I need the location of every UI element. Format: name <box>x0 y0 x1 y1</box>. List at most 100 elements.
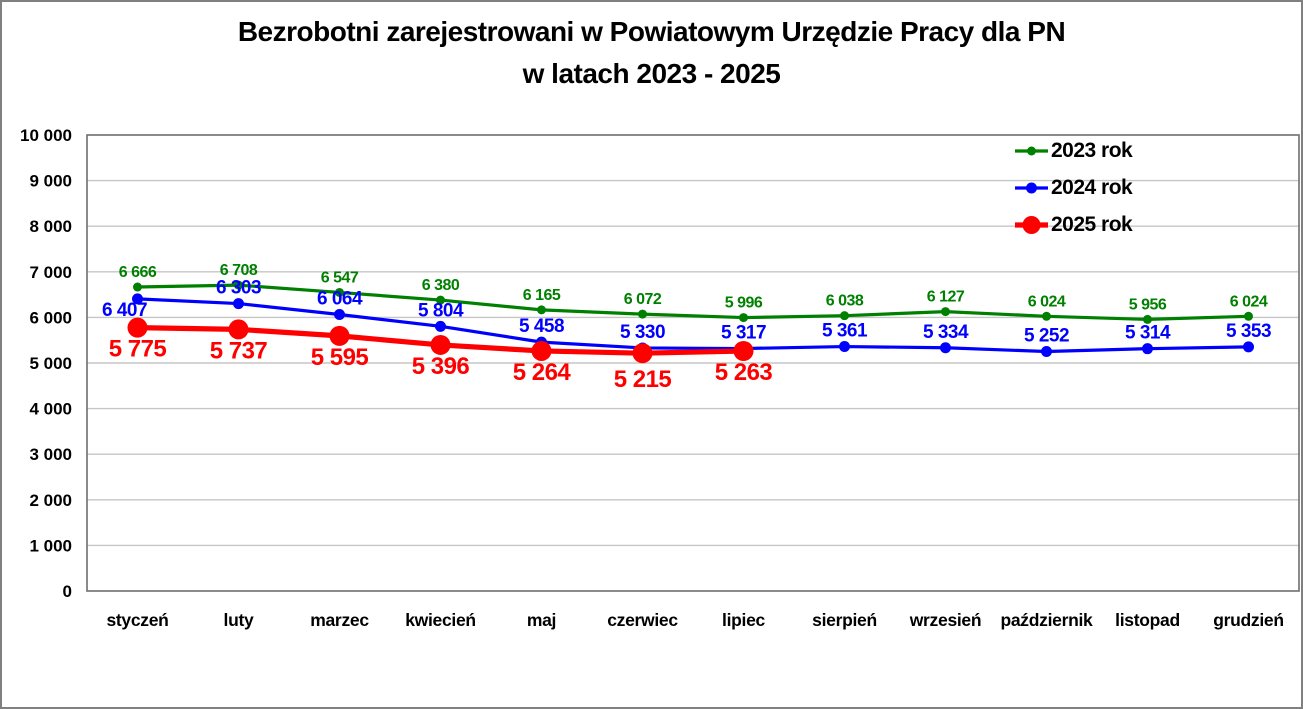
data-label-2023-rok: 6 127 <box>927 289 965 306</box>
data-label-2023-rok: 6 072 <box>624 291 662 308</box>
data-label-2023-rok: 6 380 <box>422 277 460 294</box>
x-axis-label: lipiec <box>722 610 766 630</box>
data-label-2025-rok: 5 396 <box>412 353 470 380</box>
data-label-2025-rok: 5 215 <box>614 366 672 393</box>
data-point-2023-rok <box>133 282 142 292</box>
series-line-2024-rok <box>137 297 1249 354</box>
data-point-2023-rok <box>638 309 647 319</box>
data-point-2023-rok <box>1042 311 1051 321</box>
legend-marker-2023-icon <box>1015 146 1048 155</box>
data-label-2023-rok: 6 547 <box>321 269 359 286</box>
data-point-2023-rok <box>739 313 748 323</box>
data-point-2024-rok <box>940 342 951 354</box>
data-label-2024-rok: 5 314 <box>1125 323 1171 344</box>
data-label-2023-rok: 5 956 <box>1129 296 1167 313</box>
data-point-2024-rok <box>1243 341 1254 353</box>
data-label-2023-rok: 6 666 <box>119 264 157 281</box>
data-label-2023-rok: 6 165 <box>523 287 561 304</box>
y-axis-label: 6 000 <box>29 308 72 327</box>
data-label-2024-rok: 6 407 <box>102 300 147 321</box>
data-label-2025-rok: 5 264 <box>513 359 572 386</box>
data-point-2024-rok <box>334 308 345 320</box>
data-label-2025-rok: 5 737 <box>210 337 268 364</box>
legend-item-2024: 2024 rok <box>1014 169 1133 206</box>
data-point-2023-rok <box>537 305 546 315</box>
data-label-2024-rok: 5 361 <box>822 321 868 342</box>
data-point-2024-rok <box>435 320 446 332</box>
data-point-2024-rok <box>839 341 850 353</box>
chart-legend: 2023 rok 2024 rok 2025 rok <box>1014 132 1133 243</box>
legend-item-2025: 2025 rok <box>1014 206 1133 243</box>
data-label-2025-rok: 5 263 <box>715 359 773 386</box>
chart-title-line1: Bezrobotni zarejestrowani w Powiatowym U… <box>237 16 1066 47</box>
data-point-2024-rok <box>233 298 244 310</box>
x-axis-label: październik <box>1000 610 1093 630</box>
data-point-2025-rok <box>430 334 451 355</box>
x-axis-label: listopad <box>1115 610 1180 630</box>
data-label-2023-rok: 6 024 <box>1028 293 1066 310</box>
data-point-2023-rok <box>1244 311 1253 321</box>
data-point-2025-rok <box>228 319 249 340</box>
data-point-2024-rok <box>1041 346 1052 358</box>
data-point-2023-rok <box>335 287 344 297</box>
x-axis-label: kwiecień <box>405 610 476 630</box>
legend-item-2023: 2023 rok <box>1014 132 1133 169</box>
legend-label-2023: 2023 rok <box>1051 138 1133 162</box>
plot-frame <box>86 134 1300 592</box>
x-axis-label: wrzesień <box>909 610 982 630</box>
data-point-2023-rok <box>1143 314 1152 324</box>
y-axis-label: 2 000 <box>29 491 72 510</box>
data-label-2024-rok: 5 458 <box>519 316 564 337</box>
data-label-2023-rok: 6 024 <box>1230 293 1268 310</box>
data-point-2023-rok <box>234 280 243 290</box>
series-line-2023-rok <box>137 283 1249 322</box>
data-point-2024-rok <box>132 293 143 305</box>
legend-label-2025: 2025 rok <box>1051 212 1133 236</box>
chart-title-line2: w latach 2023 - 2025 <box>522 58 781 89</box>
data-label-2024-rok: 5 804 <box>418 300 464 321</box>
y-axis-label: 3 000 <box>29 445 72 464</box>
x-axis-label: czerwiec <box>607 610 678 630</box>
data-label-2023-rok: 6 038 <box>826 293 864 310</box>
legend-marker-2024-icon <box>1015 182 1048 193</box>
data-label-2024-rok: 5 334 <box>923 322 969 343</box>
y-axis-label: 9 000 <box>29 172 72 191</box>
data-label-2023-rok: 6 708 <box>220 262 258 279</box>
y-axis-label: 1 000 <box>29 536 72 555</box>
x-axis-label: styczeń <box>106 610 168 630</box>
x-axis-label: grudzień <box>1213 610 1284 630</box>
data-point-2023-rok <box>941 307 950 317</box>
x-axis-label: sierpień <box>812 610 877 630</box>
y-axis-label: 5 000 <box>29 354 72 373</box>
data-point-2025-rok <box>531 340 552 361</box>
data-label-2024-rok: 6 303 <box>216 278 261 299</box>
legend-marker-2025-icon <box>1015 215 1048 234</box>
data-label-2023-rok: 5 996 <box>725 295 763 312</box>
data-point-2025-rok <box>127 317 148 338</box>
data-label-2025-rok: 5 775 <box>109 336 167 363</box>
data-point-2024-rok <box>1142 343 1153 355</box>
data-label-2024-rok: 6 064 <box>317 288 363 309</box>
data-label-2025-rok: 5 595 <box>311 344 369 371</box>
x-axis-label: maj <box>527 610 556 630</box>
chart-title: Bezrobotni zarejestrowani w Powiatowym U… <box>2 11 1301 95</box>
data-point-2025-rok <box>733 341 754 362</box>
x-axis-label: marzec <box>310 610 369 630</box>
legend-label-2024: 2024 rok <box>1051 175 1133 199</box>
data-point-2025-rok <box>329 325 350 346</box>
data-label-2024-rok: 5 330 <box>620 322 665 343</box>
data-label-2024-rok: 5 353 <box>1226 321 1271 342</box>
y-axis-label: 8 000 <box>29 217 72 236</box>
x-axis-label: luty <box>224 610 254 630</box>
y-axis-label: 0 <box>63 582 72 601</box>
y-axis-label: 10 000 <box>20 126 72 145</box>
y-axis-label: 7 000 <box>29 263 72 282</box>
data-point-2023-rok <box>840 311 849 321</box>
data-label-2024-rok: 5 317 <box>721 323 766 344</box>
y-axis-label: 4 000 <box>29 400 72 419</box>
data-point-2023-rok <box>436 295 445 305</box>
data-label-2024-rok: 5 252 <box>1024 326 1069 347</box>
data-point-2025-rok <box>632 343 653 364</box>
